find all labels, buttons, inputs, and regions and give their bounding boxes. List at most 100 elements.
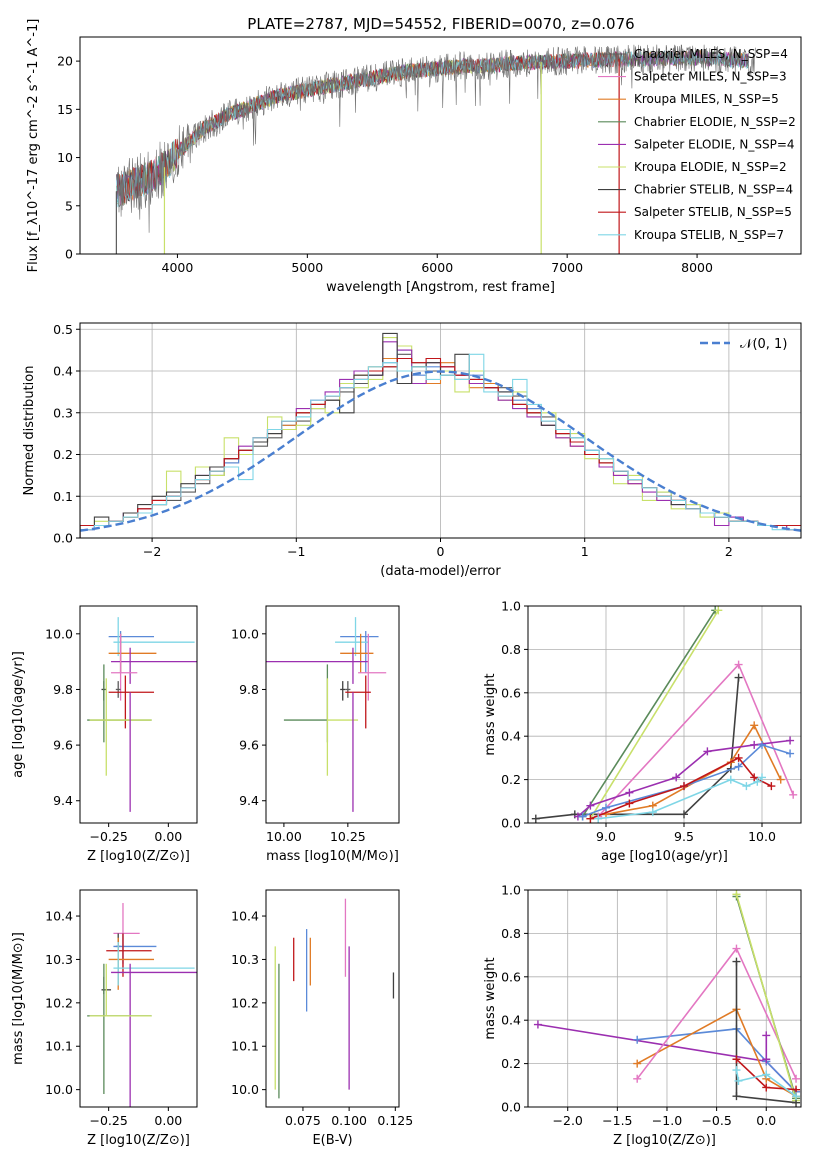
weight-series-line bbox=[735, 1069, 797, 1097]
y-tick-label: 10.0 bbox=[45, 626, 73, 641]
weight-marker bbox=[732, 890, 741, 899]
weight-marker bbox=[762, 1055, 771, 1064]
legend-label: Salpeter ELODIE, N_SSP=4 bbox=[634, 137, 795, 151]
x-tick-label: −0.25 bbox=[89, 1113, 127, 1128]
y-tick-label: 0 bbox=[65, 247, 73, 262]
weight-marker bbox=[732, 957, 741, 966]
y-tick-label: 0.2 bbox=[501, 1056, 521, 1071]
y-tick-label: 15 bbox=[57, 102, 73, 117]
weight-marker bbox=[762, 1070, 771, 1079]
weight-marker bbox=[776, 775, 785, 784]
y-tick-label: 0.4 bbox=[53, 364, 73, 379]
y-tick-label: 10.4 bbox=[45, 909, 73, 924]
legend-label: Chabrier STELIB, N_SSP=4 bbox=[634, 183, 793, 197]
legend-label: Salpeter STELIB, N_SSP=5 bbox=[634, 205, 792, 219]
frame-weight_vs_Z bbox=[527, 889, 802, 1108]
axes-weight_vs_Z: −2.0 −1.5 −1.0 −0.5 0.0 0.0 0.2 0.4 0.6 0.8 1.0 Z [… bbox=[483, 883, 801, 1148]
weight-marker bbox=[531, 814, 540, 823]
frame-age_vs_Z bbox=[79, 605, 198, 824]
weight-series-line bbox=[590, 756, 772, 820]
x-tick-label: 0.125 bbox=[377, 1113, 413, 1128]
y-tick-label: 10.0 bbox=[231, 626, 259, 641]
weight-series-line bbox=[581, 609, 716, 817]
error-bar-point bbox=[87, 963, 152, 1094]
error-bar-point bbox=[108, 631, 155, 673]
legend-spectrum: Chabrier MILES, N_SSP=4 Salpeter MILES, N… bbox=[598, 47, 796, 242]
error-bar-point bbox=[113, 942, 195, 986]
weight-marker bbox=[586, 814, 595, 823]
legend-label: 𝒩(0, 1) bbox=[740, 337, 787, 352]
y-tick-label: 0.0 bbox=[53, 531, 73, 546]
x-tick-label: −0.25 bbox=[89, 829, 127, 844]
x-tick-label: 0.00 bbox=[154, 829, 182, 844]
y-tick-label: 10.1 bbox=[231, 1039, 259, 1054]
error-bar-point bbox=[108, 633, 157, 673]
weight-marker bbox=[767, 782, 776, 791]
weight-marker bbox=[672, 773, 681, 782]
weight-marker bbox=[786, 736, 795, 745]
plot-area-spectrum bbox=[115, 44, 756, 254]
x-axis-label: Z [log10(Z/Z⊙)] bbox=[87, 1133, 190, 1148]
weight-marker bbox=[726, 775, 735, 784]
frame-weight_vs_age bbox=[527, 605, 802, 824]
error-bar-point bbox=[115, 681, 121, 698]
axes-mass_vs_EBV: 0.075 0.100 0.125 10.0 10.1 10.2 10.3 10.4 E(B-V… bbox=[231, 909, 413, 1148]
plot-area-age_vs_mass bbox=[266, 617, 387, 812]
weight-marker bbox=[753, 777, 762, 786]
y-tick-label: 1.0 bbox=[501, 883, 521, 898]
plot-area-mass_vs_EBV bbox=[274, 898, 395, 1099]
weight-series-line bbox=[735, 894, 797, 1101]
observed-spectrum-line bbox=[116, 44, 756, 233]
y-axis-label: mass weight bbox=[483, 673, 498, 755]
weight-series-line bbox=[535, 677, 740, 820]
axes-age_vs_Z: −0.25 0.00 9.4 9.6 9.8 10.0 Z [log10(Z/Z⊙)] age… bbox=[11, 626, 190, 864]
x-axis-label: Z [log10(Z/Z⊙)] bbox=[613, 1133, 716, 1148]
histogram-series bbox=[80, 353, 801, 538]
plot-area-age_vs_Z bbox=[87, 617, 197, 812]
x-tick-label: 9.5 bbox=[674, 829, 694, 844]
x-tick-label: −2.0 bbox=[553, 1113, 583, 1128]
legend-label: Kroupa ELODIE, N_SSP=2 bbox=[634, 160, 787, 174]
weight-marker bbox=[714, 606, 723, 615]
y-tick-label: 10.3 bbox=[231, 952, 259, 967]
error-bar-point bbox=[358, 633, 387, 701]
y-tick-label: 10.3 bbox=[45, 952, 73, 967]
weight-marker bbox=[633, 1035, 642, 1044]
frame-spectrum bbox=[79, 36, 802, 255]
legend-label: Chabrier MILES, N_SSP=4 bbox=[634, 47, 788, 61]
weight-marker bbox=[586, 801, 595, 810]
y-tick-label: 0.4 bbox=[501, 729, 521, 744]
y-tick-label: 10.4 bbox=[231, 909, 259, 924]
weight-marker bbox=[732, 1092, 741, 1101]
x-axis-label: E(B-V) bbox=[312, 1133, 352, 1148]
x-axis-label: age [log10(age/yr)] bbox=[601, 849, 728, 864]
weight-marker bbox=[602, 803, 610, 812]
error-bar-point bbox=[113, 617, 195, 657]
error-bar-point bbox=[335, 617, 369, 657]
weight-marker bbox=[734, 762, 743, 771]
x-tick-label: 10.0 bbox=[748, 829, 776, 844]
x-tick-label: −0.5 bbox=[701, 1113, 731, 1128]
error-bar-point bbox=[345, 681, 351, 698]
y-tick-label: 0.0 bbox=[501, 1100, 521, 1115]
weight-series-line bbox=[582, 743, 791, 818]
weight-marker bbox=[734, 673, 743, 682]
weight-marker bbox=[680, 782, 688, 791]
x-tick-label: −1.0 bbox=[652, 1113, 682, 1128]
y-tick-label: 1.0 bbox=[501, 599, 521, 614]
weight-marker bbox=[758, 773, 766, 782]
plot-area-residuals bbox=[80, 332, 801, 538]
y-tick-label: 5 bbox=[65, 198, 73, 213]
axes-mass_vs_Z: −0.25 0.00 10.0 10.1 10.2 10.3 10.4 Z [log10(Z/… bbox=[11, 909, 190, 1148]
weight-marker bbox=[680, 810, 688, 819]
error-bar-point bbox=[283, 664, 329, 743]
y-tick-label: 10.0 bbox=[45, 1082, 73, 1097]
weight-marker bbox=[792, 1074, 801, 1083]
y-tick-label: 10.0 bbox=[231, 1082, 259, 1097]
plot-area-weight_vs_age bbox=[531, 606, 798, 823]
x-tick-label: 0 bbox=[437, 544, 445, 559]
weight-series-line bbox=[598, 776, 763, 820]
y-tick-label: 0.1 bbox=[53, 489, 73, 504]
